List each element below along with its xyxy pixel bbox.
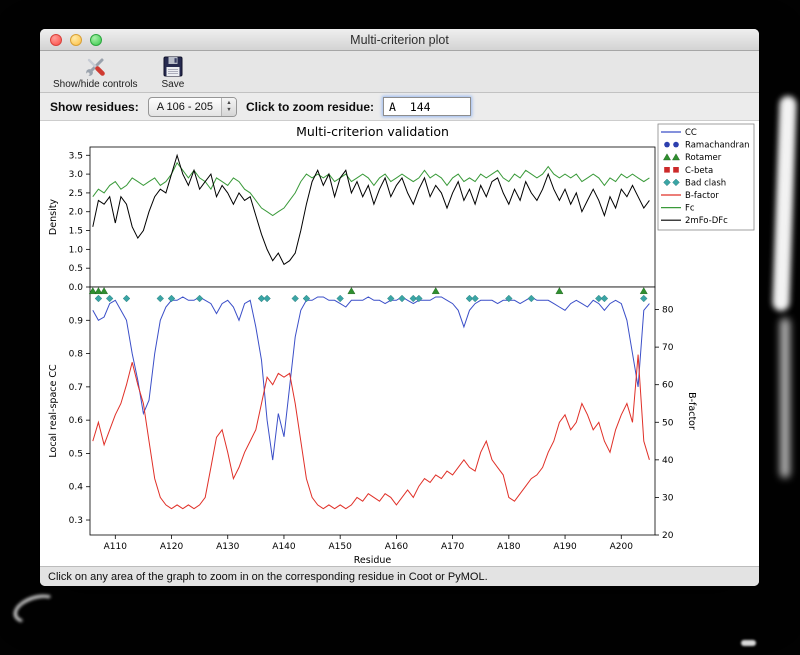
tools-icon: [83, 54, 107, 79]
multi-criterion-figure[interactable]: Multi-criterion validation 0.0 0.5 1.0 1.5 2.…: [40, 121, 759, 566]
svg-text:0.5: 0.5: [69, 449, 83, 459]
toolbar: Show/hide controls Save: [40, 51, 759, 93]
svg-text:40: 40: [662, 456, 674, 466]
svg-text:2mFo-DFc: 2mFo-DFc: [685, 216, 728, 226]
show-residues-label: Show residues:: [50, 99, 139, 114]
svg-text:Rotamer: Rotamer: [685, 153, 722, 163]
svg-text:0.6: 0.6: [69, 416, 84, 426]
svg-text:70: 70: [662, 343, 674, 353]
svg-text:0.8: 0.8: [69, 350, 84, 360]
plot-area: Multi-criterion validation 0.0 0.5 1.0 1.5 2.…: [40, 121, 759, 566]
svg-text:0.5: 0.5: [69, 264, 83, 274]
svg-text:C-beta: C-beta: [685, 166, 713, 176]
svg-text:A150: A150: [329, 542, 353, 552]
zoom-window-button[interactable]: [90, 34, 102, 46]
svg-text:B-factor: B-factor: [686, 392, 697, 430]
svg-text:2.5: 2.5: [69, 189, 83, 199]
svg-text:A110: A110: [104, 542, 128, 552]
svg-text:Density: Density: [48, 199, 59, 235]
svg-text:0.0: 0.0: [69, 283, 84, 293]
svg-text:2.0: 2.0: [69, 208, 84, 218]
svg-text:A180: A180: [497, 542, 521, 552]
svg-text:1.0: 1.0: [69, 245, 84, 255]
svg-text:30: 30: [662, 493, 674, 503]
svg-text:A130: A130: [216, 542, 240, 552]
svg-text:Fc: Fc: [685, 204, 695, 214]
svg-text:3.5: 3.5: [69, 151, 83, 161]
svg-text:Multi-criterion validation: Multi-criterion validation: [296, 124, 449, 139]
svg-text:0.7: 0.7: [69, 383, 83, 393]
svg-text:1.5: 1.5: [69, 227, 83, 237]
svg-text:A170: A170: [441, 542, 465, 552]
svg-text:Ramachandran: Ramachandran: [685, 141, 750, 151]
svg-text:60: 60: [662, 381, 674, 391]
svg-text:Local real-space CC: Local real-space CC: [48, 364, 59, 458]
svg-text:3.0: 3.0: [69, 170, 84, 180]
residue-range-value: A 106 - 205: [156, 100, 213, 113]
status-bar-text: Click on any area of the graph to zoom i…: [48, 570, 488, 583]
svg-text:A160: A160: [385, 542, 409, 552]
traffic-lights: [50, 34, 102, 46]
stepper-arrows-icon: ▲ ▼: [220, 97, 236, 116]
svg-text:50: 50: [662, 418, 674, 428]
svg-text:B-factor: B-factor: [685, 191, 719, 201]
save-icon: [162, 54, 184, 79]
svg-text:0.3: 0.3: [69, 516, 83, 526]
photo-artifact: [10, 589, 62, 629]
close-window-button[interactable]: [50, 34, 62, 46]
zoom-residue-label: Click to zoom residue:: [245, 99, 374, 114]
window-title: Multi-criterion plot: [350, 32, 449, 47]
minimize-window-button[interactable]: [70, 34, 82, 46]
photo-artifact: [741, 640, 756, 646]
svg-text:A120: A120: [160, 542, 184, 552]
svg-text:Residue: Residue: [354, 555, 392, 566]
show-hide-controls-label: Show/hide controls: [53, 79, 138, 90]
show-hide-controls-button[interactable]: Show/hide controls: [46, 53, 145, 91]
residue-range-select[interactable]: A 106 - 205 ▲ ▼: [147, 96, 237, 117]
svg-text:Bad clash: Bad clash: [685, 178, 726, 188]
svg-text:CC: CC: [685, 128, 697, 138]
controls-bar: Show residues: A 106 - 205 ▲ ▼ Click to z…: [40, 93, 759, 121]
photo-artifact: [780, 318, 790, 478]
zoom-residue-input[interactable]: [383, 97, 471, 116]
svg-text:A140: A140: [272, 542, 296, 552]
svg-text:20: 20: [662, 531, 674, 541]
save-label: Save: [161, 79, 185, 90]
photo-artifact: [772, 95, 797, 312]
save-button[interactable]: Save: [155, 53, 192, 91]
svg-text:A200: A200: [610, 542, 634, 552]
status-bar: Click on any area of the graph to zoom i…: [40, 566, 759, 586]
window-titlebar[interactable]: Multi-criterion plot: [40, 29, 759, 51]
multi-criterion-plot-window: Multi-criterion plot Show/hide controls: [40, 29, 759, 586]
svg-text:0.9: 0.9: [69, 316, 84, 326]
svg-text:80: 80: [662, 306, 674, 316]
svg-text:0.4: 0.4: [69, 483, 84, 493]
svg-text:A190: A190: [553, 542, 577, 552]
